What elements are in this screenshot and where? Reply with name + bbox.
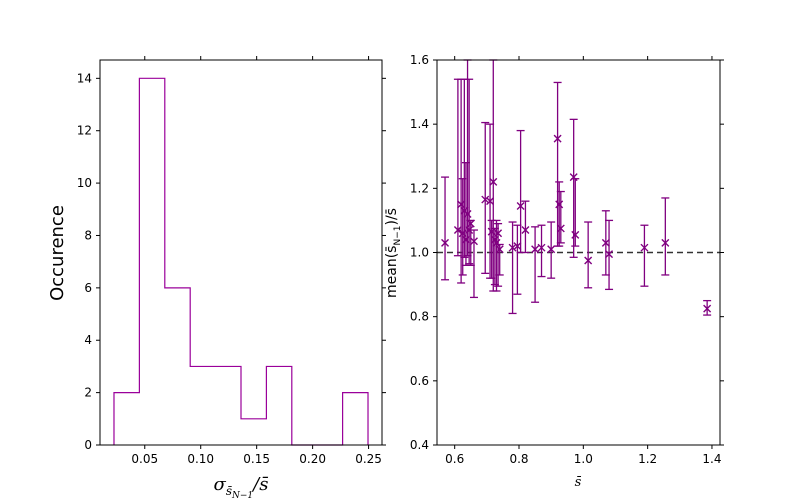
x-tick-label: 0.10 bbox=[187, 452, 214, 466]
data-point-x-marker bbox=[537, 243, 546, 252]
data-point-x-marker bbox=[492, 238, 501, 247]
histogram-y-ticks: 0 2 4 6 8 10 12 14 bbox=[77, 71, 386, 452]
y-tick-label: 2 bbox=[84, 386, 92, 400]
y-tick-label: 6 bbox=[84, 281, 92, 295]
data-point-x-marker bbox=[703, 304, 712, 313]
data-point-x-marker bbox=[489, 177, 498, 186]
data-point-x-marker bbox=[457, 200, 466, 209]
data-point-x-marker bbox=[461, 235, 470, 244]
data-point-x-marker bbox=[465, 226, 474, 235]
scatter-y-ticks: 0.4 0.6 0.8 1.0 1.2 1.4 1.6 bbox=[410, 53, 724, 452]
x-tick-label: 0.20 bbox=[299, 452, 326, 466]
data-point-x-marker bbox=[453, 226, 462, 235]
data-point-x-marker bbox=[584, 256, 593, 265]
scatter-points bbox=[441, 59, 712, 316]
data-point-x-marker bbox=[487, 227, 496, 236]
y-tick-label: 12 bbox=[77, 124, 92, 138]
data-point-x-marker bbox=[441, 238, 450, 247]
x-tick-label: 0.15 bbox=[243, 452, 270, 466]
data-point-x-marker bbox=[571, 230, 580, 239]
data-point-x-marker bbox=[458, 229, 467, 238]
data-point-x-marker bbox=[521, 226, 530, 235]
data-point-x-marker bbox=[556, 224, 565, 233]
data-point-x-marker bbox=[640, 243, 649, 252]
x-tick-label: 0.25 bbox=[355, 452, 382, 466]
data-point-x-marker bbox=[481, 195, 490, 204]
y-tick-label: 10 bbox=[77, 176, 92, 190]
data-point-x-marker bbox=[516, 201, 525, 210]
histogram-x-label: σs̄N−1/s̄ bbox=[214, 474, 269, 500]
y-tick-label: 8 bbox=[84, 228, 92, 242]
data-point-x-marker bbox=[555, 200, 564, 209]
data-point-x-marker bbox=[486, 197, 495, 206]
scatter-x-label: s̄ bbox=[575, 475, 582, 490]
scatter-y-label: mean(s̄N−1)/s̄ bbox=[384, 208, 403, 298]
x-tick-label: 0.6 bbox=[445, 452, 464, 466]
y-tick-label: 1.4 bbox=[410, 117, 429, 131]
scatter-x-ticks: 0.6 0.8 1.0 1.2 1.4 bbox=[445, 56, 722, 466]
data-point-x-marker bbox=[547, 245, 556, 254]
data-point-x-marker bbox=[661, 238, 670, 247]
data-point-x-marker bbox=[513, 242, 522, 251]
y-tick-label: 0.4 bbox=[410, 438, 429, 452]
histogram-panel: 0.05 0.10 0.15 0.20 0.25 0 2 4 6 8 10 12 14 σs̄N−1/… bbox=[47, 56, 386, 500]
x-tick-label: 1.2 bbox=[638, 452, 657, 466]
x-tick-label: 0.05 bbox=[131, 452, 158, 466]
x-tick-label: 1.0 bbox=[574, 452, 593, 466]
histogram-x-ticks: 0.05 0.10 0.15 0.20 0.25 bbox=[131, 56, 382, 466]
y-tick-label: 0 bbox=[84, 438, 92, 452]
y-tick-label: 0.8 bbox=[410, 310, 429, 324]
data-point-x-marker bbox=[569, 173, 578, 182]
x-tick-label: 0.8 bbox=[509, 452, 528, 466]
data-point-x-marker bbox=[531, 245, 540, 254]
y-tick-label: 1.6 bbox=[410, 53, 429, 67]
y-tick-label: 0.6 bbox=[410, 374, 429, 388]
y-tick-label: 14 bbox=[77, 71, 92, 85]
data-point-x-marker bbox=[605, 250, 614, 259]
data-point-x-marker bbox=[495, 245, 504, 254]
scatter-panel: 0.6 0.8 1.0 1.2 1.4 0.4 0.6 0.8 1.0 1.2 1.4 1.6 s̄… bbox=[384, 53, 724, 490]
scatter-frame bbox=[436, 59, 721, 446]
y-tick-label: 1.2 bbox=[410, 181, 429, 195]
y-tick-label: 4 bbox=[84, 333, 92, 347]
data-point-x-marker bbox=[494, 229, 503, 238]
data-point-x-marker bbox=[553, 134, 562, 143]
data-point-x-marker bbox=[508, 243, 517, 252]
data-point-x-marker bbox=[469, 237, 478, 246]
histogram-y-label: Occurence bbox=[47, 205, 68, 301]
x-tick-label: 1.4 bbox=[702, 452, 721, 466]
data-point-x-marker bbox=[601, 238, 610, 247]
data-point-x-marker bbox=[463, 210, 472, 218]
y-tick-label: 1.0 bbox=[410, 246, 429, 260]
data-point-x-marker bbox=[466, 219, 475, 228]
histogram-frame bbox=[99, 59, 383, 446]
